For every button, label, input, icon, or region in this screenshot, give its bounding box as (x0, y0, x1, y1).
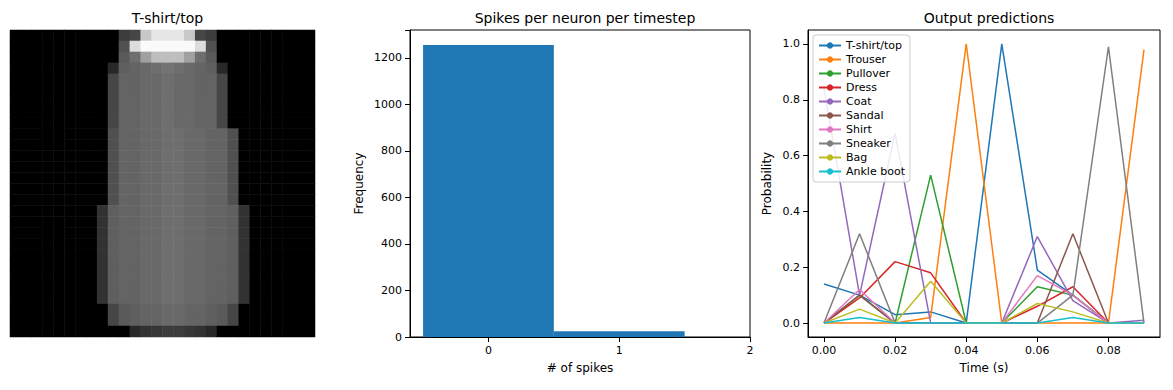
svg-text:0: 0 (485, 344, 492, 357)
svg-text:1: 1 (616, 344, 623, 357)
svg-text:0.02: 0.02 (883, 344, 908, 357)
svg-text:2: 2 (747, 344, 754, 357)
svg-text:0.2: 0.2 (783, 261, 801, 274)
svg-text:1.0: 1.0 (783, 37, 801, 50)
svg-text:Bag: Bag (846, 151, 867, 164)
svg-text:0.8: 0.8 (783, 93, 801, 106)
svg-text:Pullover: Pullover (846, 67, 891, 80)
svg-text:Spikes per neuron per timestep: Spikes per neuron per timestep (475, 10, 696, 26)
svg-text:1000: 1000 (374, 98, 402, 111)
svg-text:Trouser: Trouser (845, 53, 887, 66)
svg-text:Frequency: Frequency (352, 153, 366, 215)
svg-text:Output predictions: Output predictions (924, 10, 1055, 26)
svg-text:Sneaker: Sneaker (846, 137, 891, 150)
svg-text:1200: 1200 (374, 51, 402, 64)
svg-text:0.4: 0.4 (783, 205, 801, 218)
svg-text:Shirt: Shirt (846, 123, 873, 136)
svg-text:0.00: 0.00 (812, 344, 837, 357)
svg-text:0.08: 0.08 (1096, 344, 1121, 357)
svg-text:0.06: 0.06 (1025, 344, 1050, 357)
svg-text:200: 200 (381, 284, 402, 297)
svg-text:0.04: 0.04 (954, 344, 979, 357)
svg-text:Probability: Probability (760, 152, 774, 215)
svg-text:Time (s): Time (s) (959, 361, 1009, 375)
svg-text:Coat: Coat (846, 95, 872, 108)
svg-text:Dress: Dress (846, 81, 877, 94)
svg-text:# of spikes: # of spikes (547, 361, 614, 375)
svg-text:T-shirt/top: T-shirt/top (845, 39, 902, 52)
svg-text:400: 400 (381, 237, 402, 250)
svg-text:0.0: 0.0 (783, 317, 801, 330)
svg-text:T-shirt/top: T-shirt/top (131, 10, 203, 26)
svg-text:600: 600 (381, 191, 402, 204)
svg-text:Ankle boot: Ankle boot (846, 165, 906, 178)
svg-text:0: 0 (395, 331, 402, 344)
svg-text:0.6: 0.6 (783, 149, 801, 162)
svg-text:800: 800 (381, 144, 402, 157)
svg-text:Sandal: Sandal (846, 109, 883, 122)
